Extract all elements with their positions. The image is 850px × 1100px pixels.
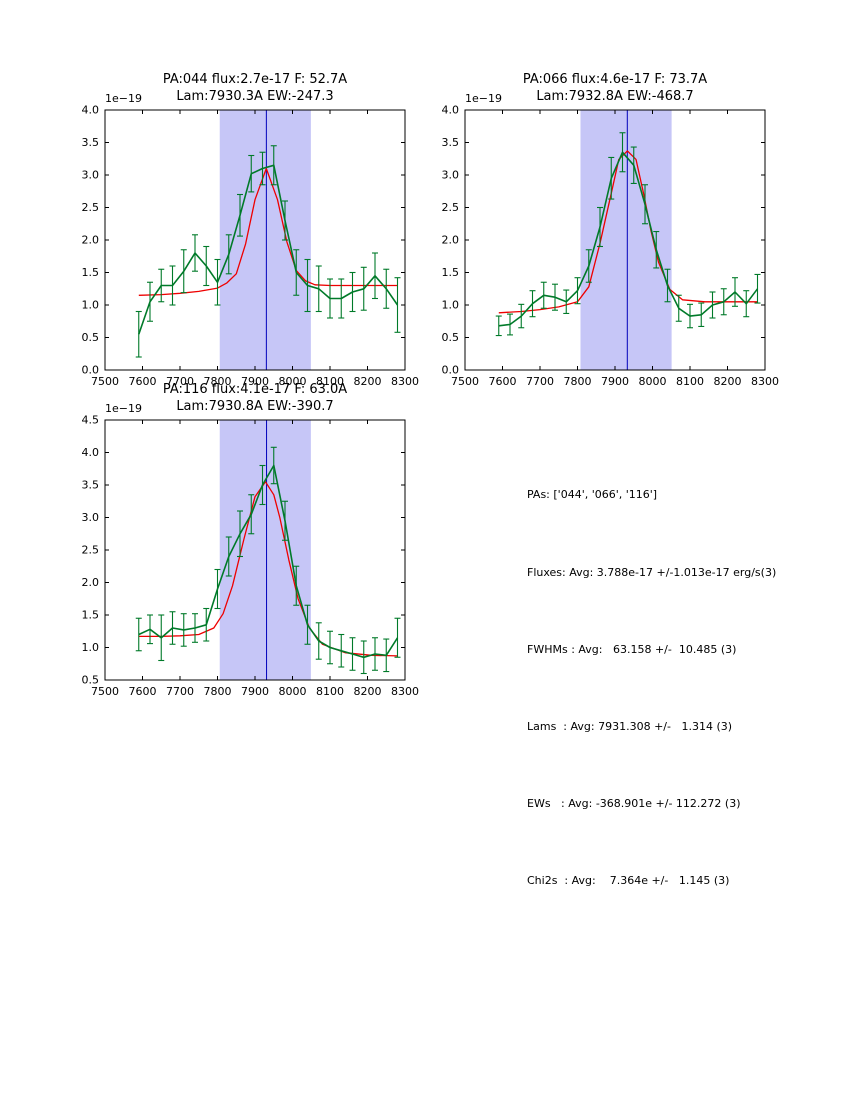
y-tick-label: 3.0 [82,169,100,182]
gaussian-fit-line [138,481,398,657]
y-axis-offset-label: 1e−19 [105,402,142,415]
y-tick-label: 4.0 [82,446,100,459]
x-tick-label: 7900 [241,375,269,388]
stats-line-fwhms: FWHMs : Avg: 63.158 +/- 10.485 (3) [527,642,737,656]
x-tick-label: 7800 [564,375,592,388]
y-tick-label: 2.5 [82,201,100,214]
plot-pa116: 7500 7600 7700 7800 7900 8000 8100 8200 8300 0.5 1… [65,370,425,700]
stats-line-pas: PAs: ['044', '066', '116'] [527,488,658,502]
y-tick-label: 0.5 [442,331,460,344]
y-tick-label: 4.0 [82,104,100,117]
axis-tick-labels: 7500 7600 7700 7800 7900 8000 8100 8200 8300 0.0 0… [442,104,780,389]
gaussian-fit-series [138,481,398,657]
gaussian-fit-line [498,150,758,314]
y-axis-offset-label: 1e−19 [105,92,142,105]
selection-band [219,420,311,680]
spectrum-data-series [135,446,401,675]
chart-title: PA:116 flux:4.1e-17 F: 63.0A [163,382,347,397]
x-tick-label: 8000 [639,375,667,388]
x-tick-label: 7900 [241,685,269,698]
x-tick-label: 7700 [166,685,194,698]
x-tick-label: 7600 [489,375,517,388]
x-tick-label: 7800 [204,375,232,388]
plot-pa044: 7500 7600 7700 7800 7900 8000 8100 8200 8300 0.0 0… [65,60,425,390]
chart-subtitle: Lam:7932.8A EW:-468.7 [536,89,693,104]
x-tick-label: 8200 [354,685,382,698]
y-tick-label: 1.0 [442,299,460,312]
y-tick-label: 1.5 [82,266,100,279]
chart-subtitle: Lam:7930.3A EW:-247.3 [176,89,333,104]
axis-tick-labels: 7500 7600 7700 7800 7900 8000 8100 8200 8300 0.5 1… [82,414,420,699]
y-tick-label: 2.0 [442,234,460,247]
x-tick-label: 8000 [279,375,307,388]
x-tick-label: 8300 [751,375,779,388]
y-tick-label: 1.5 [82,609,100,622]
y-tick-label: 3.5 [82,136,100,149]
y-tick-label: 3.5 [442,136,460,149]
stats-line-lams: Lams : Avg: 7931.308 +/- 1.314 (3) [527,719,733,733]
selection-band [219,110,311,370]
spectrum-data-line [138,464,399,659]
x-tick-label: 7500 [91,375,119,388]
y-tick-label: 2.0 [82,576,100,589]
x-tick-label: 8200 [354,375,382,388]
y-tick-label: 4.5 [82,414,100,427]
x-tick-label: 7600 [129,685,157,698]
x-tick-label: 8200 [714,375,742,388]
axis-tick-labels: 7500 7600 7700 7800 7900 8000 8100 8200 8300 0.0 0… [82,104,420,389]
x-tick-label: 8300 [391,685,419,698]
y-tick-label: 4.0 [442,104,460,117]
y-tick-label: 3.0 [442,169,460,182]
y-tick-label: 1.0 [82,299,100,312]
x-tick-label: 7900 [601,375,629,388]
y-tick-label: 3.5 [82,479,100,492]
y-tick-label: 0.0 [82,364,100,377]
x-tick-label: 8300 [391,375,419,388]
chart-subtitle: Lam:7930.8A EW:-390.7 [176,399,333,414]
x-tick-label: 7700 [526,375,554,388]
chart-title: PA:044 flux:2.7e-17 F: 52.7A [163,72,347,87]
x-tick-label: 8100 [676,375,704,388]
x-tick-label: 7800 [204,685,232,698]
x-tick-label: 8100 [316,375,344,388]
chart-title: PA:066 flux:4.6e-17 F: 73.7A [523,72,707,87]
y-tick-label: 0.5 [82,331,100,344]
stats-panel: PAs: ['044', '066', '116'] Fluxes: Avg: … [527,431,776,945]
x-tick-label: 7500 [451,375,479,388]
chart-svg-pa044: 7500 7600 7700 7800 7900 8000 8100 8200 8300 0.0 0… [82,72,420,389]
axis-ticks [104,109,406,371]
axis-ticks [104,419,406,681]
stats-line-ews: EWs : Avg: -368.901e +/- 112.272 (3) [527,796,741,810]
x-tick-label: 7500 [91,685,119,698]
gaussian-fit-series [498,150,758,314]
plot-pa066: 7500 7600 7700 7800 7900 8000 8100 8200 8300 0.0 0… [425,60,785,390]
y-axis-offset-label: 1e−19 [465,92,502,105]
x-tick-label: 8100 [316,685,344,698]
y-tick-label: 0.0 [442,364,460,377]
y-tick-label: 0.5 [82,674,100,687]
y-tick-label: 2.5 [442,201,460,214]
y-tick-label: 1.5 [442,266,460,279]
chart-svg-pa116: 7500 7600 7700 7800 7900 8000 8100 8200 8300 0.5 1… [82,382,420,699]
spectrum-data-line [138,164,399,335]
y-tick-label: 3.0 [82,511,100,524]
spectrum-data-series [495,132,761,337]
spectrum-data-series [135,145,401,358]
spectrum-data-line [498,151,759,327]
axis-ticks [464,109,766,371]
selection-band [580,110,672,370]
y-tick-label: 1.0 [82,641,100,654]
stats-line-chi2s: Chi2s : Avg: 7.364e +/- 1.145 (3) [527,873,730,887]
stats-line-fluxes: Fluxes: Avg: 3.788e-17 +/-1.013e-17 erg/… [527,565,777,579]
chart-svg-pa066: 7500 7600 7700 7800 7900 8000 8100 8200 8300 0.0 0… [442,72,780,389]
y-tick-label: 2.5 [82,544,100,557]
x-tick-label: 7700 [166,375,194,388]
y-tick-label: 2.0 [82,234,100,247]
x-tick-label: 7600 [129,375,157,388]
x-tick-label: 8000 [279,685,307,698]
